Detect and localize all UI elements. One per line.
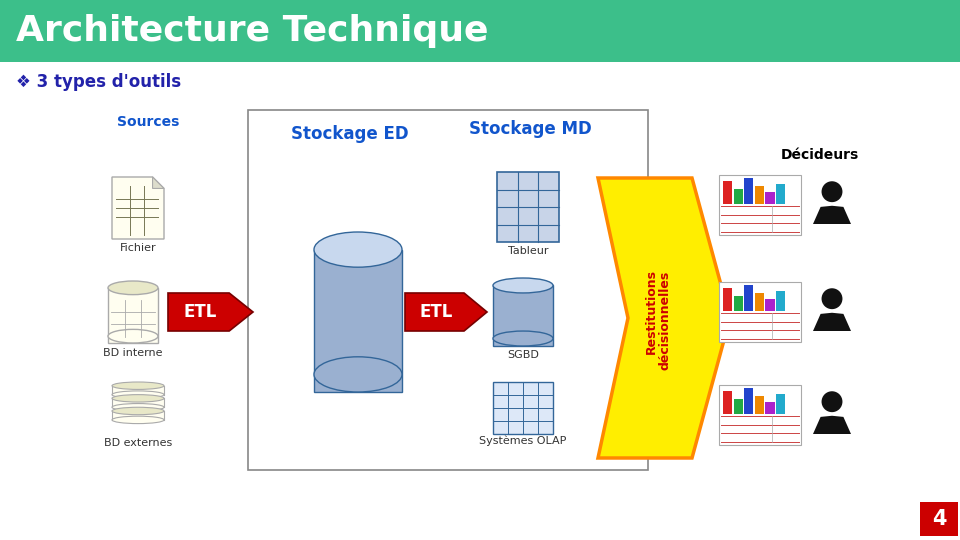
FancyBboxPatch shape [765, 402, 775, 414]
Ellipse shape [822, 181, 843, 202]
Text: SGBD: SGBD [507, 350, 539, 360]
FancyBboxPatch shape [719, 385, 801, 445]
FancyBboxPatch shape [723, 181, 732, 204]
FancyBboxPatch shape [776, 291, 785, 311]
FancyBboxPatch shape [755, 396, 764, 414]
FancyBboxPatch shape [723, 391, 732, 414]
Ellipse shape [493, 331, 553, 346]
Text: Décideurs: Décideurs [780, 148, 859, 162]
Text: Stockage ED: Stockage ED [291, 125, 409, 143]
Ellipse shape [112, 416, 164, 423]
Ellipse shape [112, 391, 164, 399]
Polygon shape [813, 416, 851, 434]
Polygon shape [168, 293, 253, 331]
Ellipse shape [112, 395, 164, 402]
Text: Architecture Technique: Architecture Technique [16, 14, 489, 48]
Polygon shape [405, 293, 487, 331]
Text: Fichier: Fichier [120, 243, 156, 253]
Ellipse shape [822, 288, 843, 309]
Ellipse shape [108, 329, 158, 343]
Text: Stockage MD: Stockage MD [468, 120, 591, 138]
Text: ETL: ETL [420, 303, 453, 321]
FancyBboxPatch shape [0, 0, 960, 62]
Ellipse shape [314, 232, 402, 267]
FancyBboxPatch shape [108, 288, 158, 343]
Text: ❖ 3 types d'outils: ❖ 3 types d'outils [16, 73, 181, 91]
FancyBboxPatch shape [719, 175, 801, 235]
Ellipse shape [493, 278, 553, 293]
Text: Systèmes OLAP: Systèmes OLAP [479, 436, 566, 447]
Polygon shape [598, 178, 730, 458]
Ellipse shape [112, 382, 164, 389]
Polygon shape [153, 177, 164, 188]
FancyBboxPatch shape [112, 399, 164, 407]
FancyBboxPatch shape [744, 388, 754, 414]
FancyBboxPatch shape [755, 186, 764, 204]
FancyBboxPatch shape [112, 386, 164, 395]
FancyBboxPatch shape [733, 399, 743, 414]
Polygon shape [813, 313, 851, 331]
FancyBboxPatch shape [733, 189, 743, 204]
Text: ETL: ETL [183, 303, 217, 321]
Ellipse shape [822, 392, 843, 412]
FancyBboxPatch shape [719, 282, 801, 342]
Text: Tableur: Tableur [508, 246, 548, 256]
Polygon shape [813, 206, 851, 224]
FancyBboxPatch shape [744, 178, 754, 204]
FancyBboxPatch shape [723, 288, 732, 311]
FancyBboxPatch shape [493, 286, 553, 346]
FancyBboxPatch shape [776, 184, 785, 204]
Text: Restitutions: Restitutions [644, 269, 658, 354]
FancyBboxPatch shape [744, 285, 754, 311]
Text: BD interne: BD interne [104, 348, 163, 358]
Text: décisionnelles: décisionnelles [659, 271, 671, 369]
FancyBboxPatch shape [920, 502, 958, 536]
FancyBboxPatch shape [765, 192, 775, 204]
Ellipse shape [314, 357, 402, 392]
FancyBboxPatch shape [776, 394, 785, 414]
FancyBboxPatch shape [112, 411, 164, 420]
Ellipse shape [112, 403, 164, 411]
FancyBboxPatch shape [314, 249, 402, 392]
Ellipse shape [112, 407, 164, 415]
FancyBboxPatch shape [493, 382, 553, 434]
FancyBboxPatch shape [733, 296, 743, 311]
Ellipse shape [108, 281, 158, 295]
FancyBboxPatch shape [755, 293, 764, 311]
Text: Sources: Sources [117, 115, 180, 129]
FancyBboxPatch shape [497, 172, 559, 242]
FancyBboxPatch shape [248, 110, 648, 470]
FancyBboxPatch shape [765, 299, 775, 311]
Text: 4: 4 [932, 509, 947, 529]
Text: BD externes: BD externes [104, 438, 172, 448]
Polygon shape [112, 177, 164, 239]
